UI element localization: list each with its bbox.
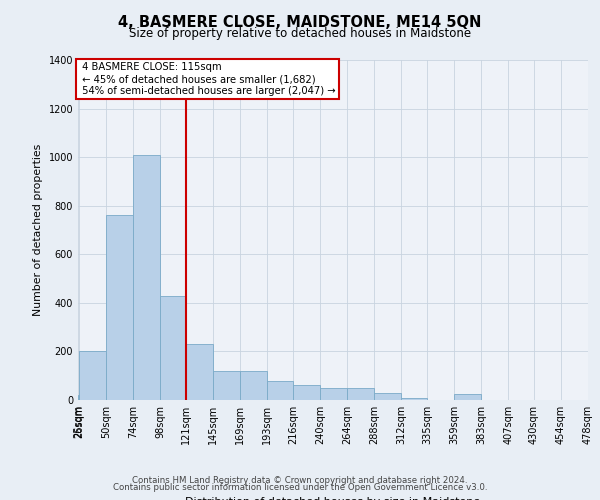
Bar	[454, 394, 481, 400]
Bar	[240, 371, 267, 400]
Bar	[133, 154, 160, 400]
Text: Contains HM Land Registry data © Crown copyright and database right 2024.: Contains HM Land Registry data © Crown c…	[132, 476, 468, 485]
Bar	[293, 386, 320, 400]
Bar	[78, 395, 79, 400]
Bar	[267, 380, 293, 400]
Bar	[213, 371, 240, 400]
Bar	[347, 388, 374, 400]
Text: 4 BASMERE CLOSE: 115sqm
 ← 45% of detached houses are smaller (1,682)
 54% of se: 4 BASMERE CLOSE: 115sqm ← 45% of detache…	[79, 62, 336, 96]
Text: Contains public sector information licensed under the Open Government Licence v3: Contains public sector information licen…	[113, 484, 487, 492]
Y-axis label: Number of detached properties: Number of detached properties	[33, 144, 43, 316]
Text: Size of property relative to detached houses in Maidstone: Size of property relative to detached ho…	[129, 28, 471, 40]
Bar	[106, 216, 133, 400]
X-axis label: Distribution of detached houses by size in Maidstone: Distribution of detached houses by size …	[185, 497, 481, 500]
Bar	[401, 398, 427, 400]
Bar	[374, 392, 401, 400]
Bar	[186, 344, 213, 400]
Bar	[160, 296, 186, 400]
Bar	[320, 388, 347, 400]
Text: 4, BASMERE CLOSE, MAIDSTONE, ME14 5QN: 4, BASMERE CLOSE, MAIDSTONE, ME14 5QN	[118, 15, 482, 30]
Bar	[79, 352, 106, 400]
